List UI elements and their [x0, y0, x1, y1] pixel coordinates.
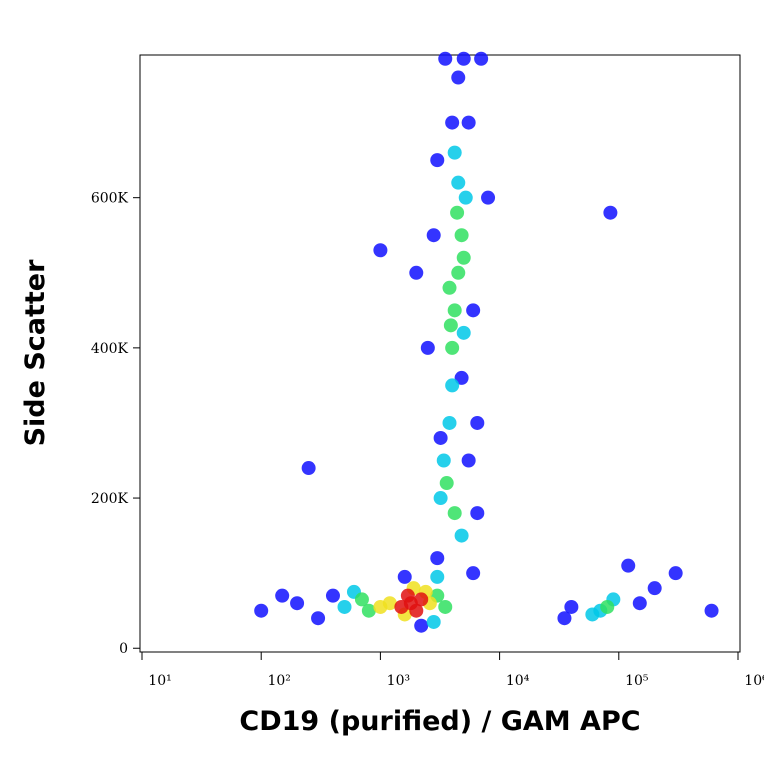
data-point	[647, 581, 662, 596]
data-point	[438, 599, 453, 614]
data-point	[474, 51, 489, 66]
data-point	[458, 190, 473, 205]
x-axis-title: CD19 (purified) / GAM APC	[239, 706, 640, 737]
data-point	[451, 175, 466, 190]
x-tick-label: 10⁵	[625, 673, 649, 689]
data-point	[447, 145, 462, 160]
x-tick-label: 10¹	[148, 673, 171, 689]
data-point	[454, 370, 469, 385]
data-point	[564, 599, 579, 614]
data-point	[470, 506, 485, 521]
data-point	[409, 603, 424, 618]
data-point	[414, 592, 429, 607]
data-point	[456, 51, 471, 66]
data-point	[447, 303, 462, 318]
data-point	[456, 325, 471, 340]
data-point	[632, 596, 647, 611]
data-point	[438, 51, 453, 66]
data-point	[668, 566, 683, 581]
data-point	[409, 265, 424, 280]
data-point	[325, 588, 340, 603]
data-point	[394, 599, 409, 614]
data-point	[454, 528, 469, 543]
data-point	[301, 461, 316, 476]
data-point	[400, 588, 415, 603]
data-point	[290, 596, 305, 611]
data-point	[704, 603, 719, 618]
data-point	[420, 340, 435, 355]
x-tick-label: 10²	[267, 673, 290, 689]
data-point	[442, 280, 457, 295]
x-tick-label: 10³	[387, 673, 410, 689]
data-point	[433, 491, 448, 506]
data-point	[254, 603, 269, 618]
data-point	[361, 603, 376, 618]
y-axis-title: Side Scatter	[20, 259, 51, 447]
data-point	[430, 551, 445, 566]
x-tick-label: 10⁴	[506, 673, 530, 689]
data-point	[470, 415, 485, 430]
data-point	[600, 599, 615, 614]
data-point	[311, 611, 326, 626]
data-point	[445, 340, 460, 355]
data-point	[373, 243, 388, 258]
data-point	[461, 115, 476, 130]
data-point	[461, 453, 476, 468]
data-point	[450, 205, 465, 220]
data-point	[430, 153, 445, 168]
data-point	[442, 415, 457, 430]
data-point	[426, 614, 441, 629]
data-point	[466, 566, 481, 581]
data-point	[585, 607, 600, 622]
data-point	[445, 115, 460, 130]
x-tick-label: 10⁶	[744, 673, 764, 689]
data-point	[426, 228, 441, 243]
y-tick-label: 400K	[91, 341, 129, 357]
data-point	[603, 205, 618, 220]
data-point	[447, 506, 462, 521]
data-point	[397, 569, 412, 584]
data-point	[621, 558, 636, 573]
data-point	[481, 190, 496, 205]
data-point	[466, 303, 481, 318]
data-point	[433, 430, 448, 445]
y-tick-label: 200K	[91, 491, 129, 507]
data-point	[451, 70, 466, 85]
y-tick-label: 0	[119, 641, 128, 657]
data-point	[373, 599, 388, 614]
data-point	[354, 592, 369, 607]
data-point	[456, 250, 471, 265]
data-point	[439, 476, 454, 491]
data-point	[445, 378, 460, 393]
data-point	[557, 611, 572, 626]
y-tick-label: 600K	[91, 191, 129, 207]
data-point	[451, 265, 466, 280]
data-point	[337, 599, 352, 614]
data-point	[454, 228, 469, 243]
data-point	[414, 618, 429, 633]
data-point	[436, 453, 451, 468]
data-point	[443, 318, 458, 333]
data-point	[275, 588, 290, 603]
data-point	[430, 569, 445, 584]
